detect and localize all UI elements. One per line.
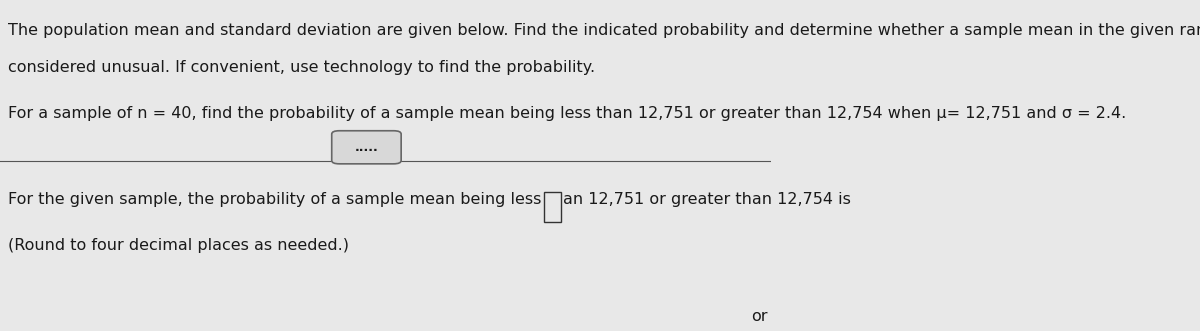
- Text: The population mean and standard deviation are given below. Find the indicated p: The population mean and standard deviati…: [7, 23, 1200, 38]
- Text: For the given sample, the probability of a sample mean being less than 12,751 or: For the given sample, the probability of…: [7, 192, 851, 207]
- Text: For a sample of n = 40, find the probability of a sample mean being less than 12: For a sample of n = 40, find the probabi…: [7, 106, 1126, 121]
- Text: considered unusual. If convenient, use technology to find the probability.: considered unusual. If convenient, use t…: [7, 60, 595, 74]
- FancyBboxPatch shape: [544, 192, 560, 222]
- FancyBboxPatch shape: [331, 131, 401, 164]
- Text: (Round to four decimal places as needed.): (Round to four decimal places as needed.…: [7, 238, 349, 253]
- Text: .....: .....: [354, 141, 378, 154]
- Text: or: or: [751, 309, 768, 324]
